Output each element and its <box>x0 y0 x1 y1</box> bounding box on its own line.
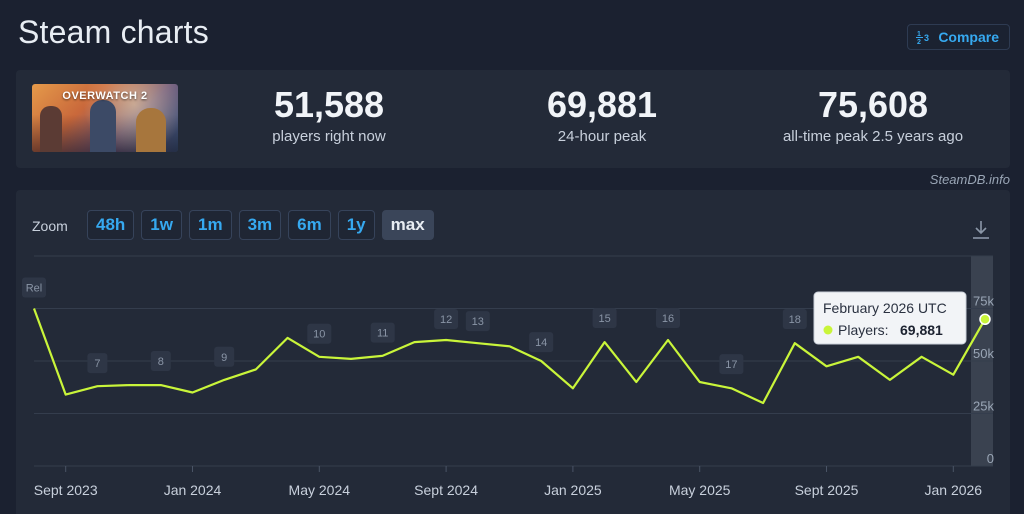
players-series-line <box>32 308 986 405</box>
annotation-marker <box>22 277 46 298</box>
annotation-marker <box>87 353 108 374</box>
y-tick-label: 25k <box>973 399 994 414</box>
stat-value: 69,881 <box>546 84 658 125</box>
tooltip-value: 69,881 <box>900 322 943 338</box>
players-chart: 0 25k 50k 75k Sept 2023 Jan 2024 May 2024 Sept … <box>22 255 994 498</box>
annotation-label: 8 <box>158 356 164 368</box>
x-tick-label: Jan 2026 <box>924 482 982 498</box>
annotation-label: 16 <box>662 313 674 325</box>
x-tick-label: Sept 2024 <box>414 482 478 498</box>
tooltip-series-label: Players: <box>838 322 889 338</box>
svg-text:1: 1 <box>917 31 921 38</box>
hero-figure <box>40 106 62 152</box>
hero-figure <box>136 108 166 152</box>
zoom-3m-button[interactable]: 3m <box>238 210 282 240</box>
hovered-data-point <box>979 313 991 325</box>
y-tick-label: 50k <box>973 346 994 361</box>
annotation-marker <box>214 346 235 367</box>
x-tick-label: Sept 2023 <box>34 482 98 498</box>
annotation-label: 18 <box>789 314 801 326</box>
compare-label: Compare <box>938 29 999 45</box>
tooltip-series-dot <box>823 325 833 335</box>
annotation-marker <box>529 332 554 353</box>
stat-value: 75,608 <box>817 84 929 125</box>
annotation-marker <box>434 309 459 329</box>
zoom-label: Zoom <box>32 218 68 234</box>
svg-text:3: 3 <box>924 33 929 43</box>
game-thumbnail[interactable]: OVERWATCH 2 <box>32 84 178 152</box>
download-button[interactable] <box>970 218 992 242</box>
annotation-label: 13 <box>472 316 484 328</box>
stat-all-time-peak: 75,608 all-time peak 2.5 years ago <box>753 84 993 145</box>
annotation-label: 9 <box>221 352 227 364</box>
zoom-controls: 48h 1w 1m 3m 6m 1y max <box>87 210 434 240</box>
annotation-marker <box>782 309 807 329</box>
annotation-marker <box>592 307 617 328</box>
compare-icon: 1 2 3 <box>916 31 929 45</box>
x-tick-label: May 2025 <box>669 482 731 498</box>
annotation-label: 12 <box>440 314 452 326</box>
hero-figure <box>90 100 116 152</box>
annotation-marker <box>719 354 744 375</box>
annotation-label: 15 <box>598 313 610 325</box>
compare-button[interactable]: 1 2 3 Compare <box>907 24 1010 50</box>
watermark: SteamDB.info <box>929 172 1010 187</box>
annotation-marker <box>307 323 332 344</box>
tooltip-box <box>813 291 967 345</box>
y-tick-label: 75k <box>973 294 994 309</box>
x-tick-label: Sept 2025 <box>795 482 859 498</box>
download-icon <box>973 221 989 239</box>
annotation-marker <box>465 311 490 332</box>
annotation-label: 10 <box>313 329 325 341</box>
stat-value: 51,588 <box>273 84 385 125</box>
annotation-marker <box>656 307 680 328</box>
chart-panel: 0 25k 50k 75k Sept 2023 Jan 2024 May 2024 Sept … <box>16 190 1010 514</box>
annotation-label: 7 <box>94 358 100 370</box>
zoom-48h-button[interactable]: 48h <box>87 210 135 240</box>
svg-text:2: 2 <box>917 39 921 45</box>
zoom-max-button[interactable]: max <box>381 210 434 240</box>
stats-panel: OVERWATCH 2 51,588 players right now 69,… <box>16 70 1010 168</box>
stat-label: 24-hour peak <box>557 128 647 145</box>
annotation-label: Rel <box>26 283 43 295</box>
x-tick-label: May 2024 <box>289 482 351 498</box>
zoom-1m-button[interactable]: 1m <box>188 210 232 240</box>
page-title: Steam charts <box>18 14 209 50</box>
stat-24h-peak: 69,881 24-hour peak <box>482 84 722 145</box>
x-tick-label: Jan 2024 <box>164 482 222 498</box>
x-tick-label: Jan 2025 <box>544 482 602 498</box>
annotation-label: 14 <box>535 337 547 349</box>
annotation-marker <box>370 322 395 343</box>
annotation-label: 11 <box>377 328 388 340</box>
y-tick-label: 0 <box>987 451 994 466</box>
zoom-6m-button[interactable]: 6m <box>288 210 331 240</box>
game-logo: OVERWATCH 2 <box>62 90 148 102</box>
annotation-marker <box>150 351 171 371</box>
zoom-1y-button[interactable]: 1y <box>337 210 375 240</box>
stat-label: all-time peak 2.5 years ago <box>782 128 964 145</box>
stat-players-now: 51,588 players right now <box>209 84 449 145</box>
annotation-label: 17 <box>725 359 737 371</box>
stat-label: players right now <box>272 128 386 145</box>
zoom-1w-button[interactable]: 1w <box>141 210 182 240</box>
tooltip-title: February 2026 UTC <box>823 300 947 316</box>
